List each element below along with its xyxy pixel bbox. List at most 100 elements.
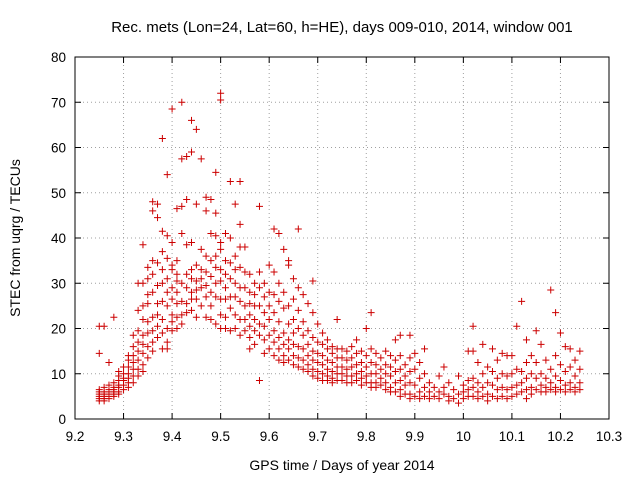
- data-point: [430, 392, 438, 400]
- data-point: [280, 340, 288, 348]
- data-point: [217, 311, 225, 319]
- ticks: 9.2 9.3 9.4 9.5 9.6 9.7 9.8 9.9 10 10.1 10.2 10.3 0 1…: [51, 50, 622, 444]
- data-point: [178, 202, 186, 210]
- data-point: [503, 386, 511, 394]
- data-point: [265, 288, 273, 296]
- data-point: [265, 331, 273, 339]
- data-point: [411, 381, 419, 389]
- y-tick-label: 20: [51, 322, 66, 337]
- data-point: [513, 365, 521, 373]
- data-point: [566, 379, 574, 387]
- data-point: [484, 363, 492, 371]
- data-point: [552, 352, 560, 360]
- data-point: [309, 277, 317, 285]
- data-point: [377, 374, 385, 382]
- x-tick-label: 10: [456, 429, 471, 444]
- data-point: [217, 239, 225, 247]
- data-point: [173, 257, 181, 265]
- data-point: [294, 284, 302, 292]
- data-point: [372, 361, 380, 369]
- data-point: [270, 225, 278, 233]
- data-point: [391, 388, 399, 396]
- data-point: [576, 365, 584, 373]
- data-point: [498, 349, 506, 357]
- data-point: [158, 266, 166, 274]
- data-point: [542, 388, 550, 396]
- data-point: [158, 329, 166, 337]
- data-point: [513, 390, 521, 398]
- data-point: [309, 309, 317, 317]
- data-point: [484, 379, 492, 387]
- data-point: [421, 392, 429, 400]
- data-point: [289, 340, 297, 348]
- data-points: [95, 89, 584, 407]
- data-point: [372, 370, 380, 378]
- data-point: [226, 259, 234, 267]
- data-point: [183, 284, 191, 292]
- data-point: [265, 302, 273, 310]
- data-point: [260, 322, 268, 330]
- data-point: [294, 306, 302, 314]
- data-point: [124, 383, 132, 391]
- data-point: [522, 374, 530, 382]
- data-point: [158, 134, 166, 142]
- data-point: [183, 241, 191, 249]
- data-point: [319, 352, 327, 360]
- data-point: [217, 89, 225, 97]
- data-point: [173, 325, 181, 332]
- data-point: [552, 388, 560, 396]
- data-point: [226, 327, 234, 335]
- data-point: [188, 116, 196, 124]
- data-point: [338, 354, 346, 362]
- data-point: [207, 315, 215, 323]
- data-point: [212, 293, 220, 301]
- data-point: [299, 345, 307, 353]
- data-point: [139, 361, 147, 369]
- data-point: [396, 386, 404, 394]
- data-point: [440, 390, 448, 398]
- data-point: [401, 381, 409, 389]
- data-point: [450, 386, 458, 394]
- data-point: [183, 270, 191, 278]
- data-point: [314, 338, 322, 346]
- data-point: [168, 327, 176, 335]
- data-point: [212, 209, 220, 217]
- data-point: [455, 372, 463, 380]
- data-point: [149, 288, 157, 296]
- data-point: [435, 388, 443, 396]
- x-tick-label: 9.6: [260, 429, 279, 444]
- data-point: [134, 306, 142, 314]
- data-point: [197, 245, 205, 253]
- data-point: [353, 336, 361, 344]
- data-point: [319, 340, 327, 348]
- data-point: [139, 279, 147, 287]
- data-point: [285, 261, 293, 269]
- data-point: [149, 338, 157, 346]
- data-point: [396, 365, 404, 373]
- data-point: [217, 277, 225, 285]
- data-point: [547, 379, 555, 387]
- data-point: [275, 279, 283, 287]
- data-point: [144, 329, 152, 337]
- data-point: [479, 383, 487, 391]
- data-point: [522, 336, 530, 344]
- data-point: [367, 345, 375, 353]
- data-point: [459, 395, 467, 403]
- data-point: [469, 383, 477, 391]
- data-point: [289, 361, 297, 369]
- data-point: [241, 327, 249, 335]
- x-tick-label: 9.3: [114, 429, 133, 444]
- data-point: [163, 171, 171, 179]
- data-point: [178, 297, 186, 305]
- data-point: [192, 313, 200, 321]
- data-point: [289, 329, 297, 337]
- data-point: [236, 263, 244, 271]
- data-point: [328, 379, 336, 387]
- data-point: [508, 383, 516, 391]
- data-point: [391, 356, 399, 364]
- x-tick-label: 10.3: [596, 429, 622, 444]
- data-point: [556, 361, 564, 369]
- data-point: [552, 309, 560, 317]
- data-point: [571, 388, 579, 396]
